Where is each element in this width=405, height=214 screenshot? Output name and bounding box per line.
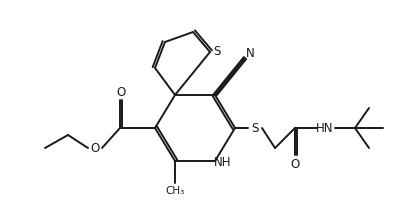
- Text: O: O: [290, 159, 299, 171]
- Text: S: S: [251, 122, 258, 135]
- Text: O: O: [116, 86, 125, 98]
- Text: O: O: [90, 141, 99, 155]
- Text: NH: NH: [214, 156, 231, 169]
- Text: HN: HN: [315, 122, 333, 135]
- Text: N: N: [245, 46, 254, 59]
- Text: S: S: [213, 45, 220, 58]
- Text: CH₃: CH₃: [165, 186, 184, 196]
